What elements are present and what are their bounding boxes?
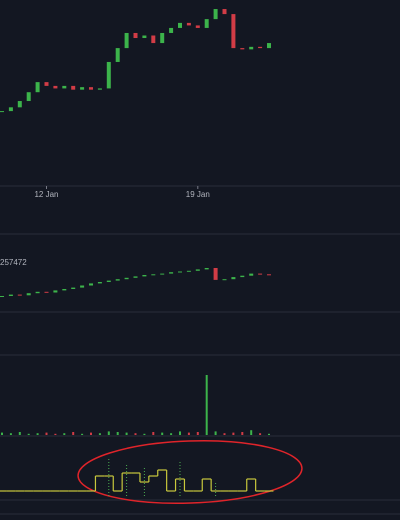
candle — [267, 43, 271, 49]
candle — [160, 273, 165, 275]
volume-bar — [152, 432, 155, 435]
volume-bar — [241, 432, 244, 435]
candle — [178, 271, 182, 273]
candle — [0, 111, 4, 113]
candle — [53, 290, 58, 293]
candle — [160, 32, 165, 44]
candle — [151, 274, 156, 276]
volume-bar — [125, 432, 128, 435]
volume-bar — [268, 433, 270, 435]
candle — [26, 92, 31, 102]
candle — [53, 85, 58, 89]
candle — [97, 282, 102, 284]
volume-bar — [18, 432, 21, 435]
candle — [249, 273, 254, 276]
volume-bar — [63, 433, 66, 435]
volume-bar — [161, 432, 164, 435]
volume-bar — [223, 433, 226, 435]
candle — [240, 48, 245, 50]
candle — [169, 27, 174, 33]
candle — [133, 32, 138, 39]
volume-bar — [98, 433, 101, 435]
candle — [240, 275, 245, 278]
candle — [35, 82, 40, 93]
volume-bar — [1, 432, 3, 435]
candle — [8, 294, 13, 296]
volume-bar — [214, 431, 217, 435]
volume-bar — [107, 431, 110, 435]
volume-bar — [36, 433, 39, 435]
volume-bar — [187, 432, 190, 435]
candle — [62, 289, 67, 291]
annotation-ellipse — [77, 440, 303, 504]
candle — [142, 275, 147, 277]
volume-bar — [134, 433, 137, 435]
candle — [8, 107, 13, 112]
candle — [178, 22, 182, 28]
candle — [26, 293, 31, 296]
volume-bar — [196, 432, 199, 435]
candle — [231, 277, 236, 280]
volume-bar — [54, 433, 57, 435]
candle — [115, 48, 120, 62]
candle — [195, 25, 200, 28]
candle — [222, 9, 227, 15]
candle — [249, 46, 254, 50]
volume-bar — [90, 432, 92, 435]
volume-bar — [205, 375, 208, 435]
candle — [0, 296, 4, 297]
volume-bar — [143, 433, 146, 435]
candle — [44, 82, 49, 86]
candle — [213, 9, 218, 20]
volume-bar — [45, 432, 48, 435]
candle — [133, 276, 138, 278]
x-tick-label: 12 Jan — [34, 190, 58, 199]
candle — [124, 277, 129, 280]
candle — [17, 294, 22, 296]
candle — [17, 101, 22, 108]
candle — [169, 272, 174, 274]
candle — [204, 268, 209, 270]
volume-bar — [72, 432, 75, 435]
volume-bar — [116, 432, 119, 435]
candle — [62, 85, 67, 89]
candle — [35, 291, 40, 294]
volume-bar — [27, 433, 30, 435]
candle — [222, 279, 227, 281]
volume-bar — [9, 433, 12, 435]
candle — [80, 285, 85, 288]
candle — [115, 279, 120, 281]
volume-bar — [170, 433, 173, 435]
candle — [71, 287, 76, 289]
volume-bar — [250, 430, 253, 435]
candle — [231, 14, 236, 49]
candle — [186, 22, 191, 26]
candle — [97, 88, 102, 90]
candle — [204, 19, 209, 28]
candle — [213, 268, 218, 280]
candle — [258, 46, 263, 49]
volume-bar — [232, 432, 235, 435]
candle — [89, 283, 93, 286]
candle — [142, 35, 147, 39]
candle — [106, 61, 111, 89]
value-label: 257472 — [0, 258, 27, 267]
candle — [71, 85, 76, 90]
volume-bar — [179, 431, 181, 435]
volume-bar — [259, 433, 262, 435]
candle — [124, 32, 129, 49]
candle — [80, 87, 85, 90]
candle — [186, 270, 191, 272]
candle — [44, 291, 49, 293]
candle — [106, 280, 111, 282]
candle — [258, 273, 263, 275]
volume-bar — [81, 433, 84, 435]
x-tick-label: 19 Jan — [186, 190, 210, 199]
candle — [151, 35, 156, 44]
candle — [267, 274, 271, 276]
candle — [89, 87, 93, 90]
candle — [195, 269, 200, 271]
